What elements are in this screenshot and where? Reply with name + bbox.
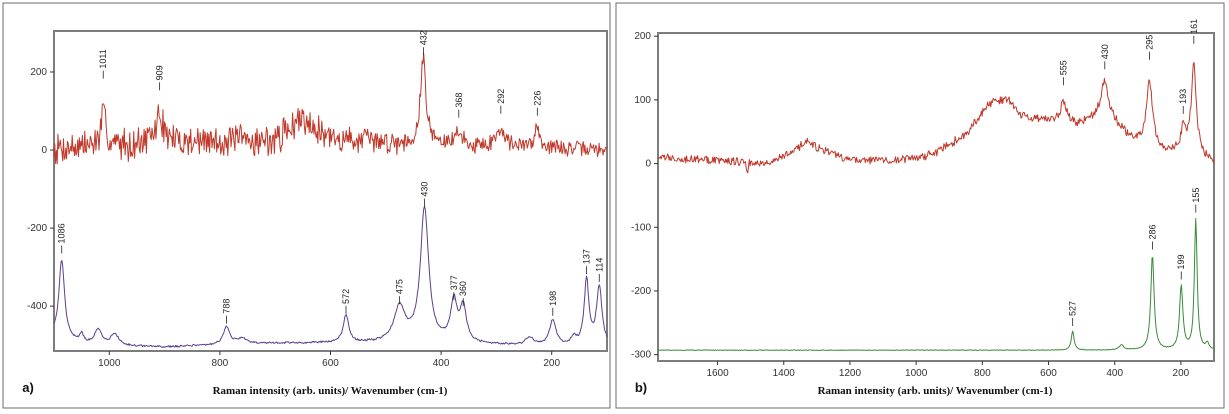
panel-a-y-tick-label: -200 — [27, 223, 47, 234]
panel-a-x-axis-label: Raman intensity (arb. units)/ Wavenumber… — [213, 385, 448, 397]
panel-a-plot: 200 0 -200 -400 1000 800 600 400 200 1011 909 432… — [27, 30, 608, 369]
panel-b-y-tick-label: -300 — [631, 350, 651, 361]
panel-b-y-tick-label: -200 — [631, 286, 651, 297]
peak-label: 377 — [449, 275, 459, 290]
panel-a-x-ticks: 1000 800 600 400 200 — [98, 351, 560, 369]
panel-b-y-tick-label: 100 — [634, 95, 651, 106]
peak-label: 572 — [341, 289, 351, 304]
panel-a: 200 0 -200 -400 1000 800 600 400 200 1011 909 432… — [2, 2, 611, 409]
peak-label: 555 — [1058, 60, 1068, 75]
panel-b-x-axis-label: Raman intensity (arb. units)/ Wavenumber… — [818, 385, 1053, 397]
peak-label: 430 — [1100, 44, 1110, 59]
panel-b-y-tick-label: -100 — [631, 222, 651, 233]
panel-a-y-ticks: 200 0 -200 -400 — [27, 67, 54, 312]
panel-a-x-tick-label: 400 — [433, 358, 450, 369]
peak-label: 527 — [1068, 301, 1078, 316]
peak-label: 155 — [1191, 188, 1201, 203]
peak-label: 475 — [395, 279, 405, 294]
peak-label: 292 — [496, 89, 506, 104]
panel-a-peak-labels: 1011 909 432 368 292 226 1086 788 572 475 430 377 36… — [57, 30, 604, 324]
panel-b-y-ticks: 200 100 0 -100 -200 -300 — [631, 31, 658, 361]
panel-b-x-tick-label: 200 — [1173, 368, 1190, 379]
panel-b-peak-labels: 555 430 295 193 161 527 286 199 155 — [1058, 19, 1201, 326]
peak-label: 226 — [532, 91, 542, 106]
peak-label: 114 — [594, 258, 604, 272]
panel-a-y-tick-label: 200 — [30, 67, 47, 78]
panel-b-spectrum-line-2 — [657, 218, 1215, 351]
panel-b-series — [657, 62, 1215, 351]
panel-b-y-tick-label: 200 — [634, 31, 651, 42]
panel-a-plot-area — [53, 30, 608, 352]
peak-label: 193 — [1178, 89, 1188, 104]
panel-a-x-tick-label: 800 — [212, 358, 229, 369]
panel-b-x-tick-label: 600 — [1040, 368, 1057, 379]
panel-b-y-tick-label: 0 — [645, 159, 651, 170]
peak-label: 909 — [155, 65, 165, 80]
panel-a-x-tick-label: 600 — [322, 358, 339, 369]
peak-label: 1086 — [57, 223, 67, 243]
panel-b-label: b) — [635, 380, 647, 395]
peak-label: 199 — [1176, 254, 1186, 269]
peak-label: 368 — [454, 93, 464, 108]
peak-label: 788 — [222, 299, 232, 314]
panel-b-x-tick-label: 1000 — [905, 368, 928, 379]
panel-a-spectrum-line-1 — [53, 53, 608, 165]
panel-b-x-tick-label: 400 — [1106, 368, 1123, 379]
peak-label: 286 — [1147, 225, 1157, 240]
peak-label: 198 — [548, 291, 558, 306]
panel-b-spectrum-line-1 — [657, 62, 1215, 174]
peak-label: 161 — [1189, 19, 1199, 34]
peak-label: 295 — [1144, 35, 1154, 50]
panel-b-x-tick-label: 1600 — [706, 368, 729, 379]
panel-a-y-tick-label: -400 — [27, 301, 47, 312]
panel-b-plot-area — [657, 32, 1215, 362]
panel-b-x-tick-label: 1200 — [839, 368, 862, 379]
panel-a-spectrum-line-2 — [53, 205, 608, 348]
peak-label: 432 — [418, 30, 428, 45]
panel-a-series — [53, 53, 608, 348]
panel-a-x-tick-label: 1000 — [98, 358, 121, 369]
panel-a-x-tick-label: 200 — [543, 358, 560, 369]
peak-label: 430 — [420, 182, 430, 197]
peak-label: 360 — [458, 281, 468, 296]
peak-label: 137 — [582, 249, 592, 264]
panel-b-x-ticks: 1600 1400 1200 1000 800 600 400 200 — [706, 361, 1190, 379]
peak-label: 1011 — [98, 49, 108, 68]
panel-b-x-tick-label: 1400 — [773, 368, 796, 379]
panel-a-label: a) — [22, 380, 34, 395]
panel-b-x-tick-label: 800 — [974, 368, 991, 379]
panel-a-y-tick-label: 0 — [41, 145, 47, 156]
